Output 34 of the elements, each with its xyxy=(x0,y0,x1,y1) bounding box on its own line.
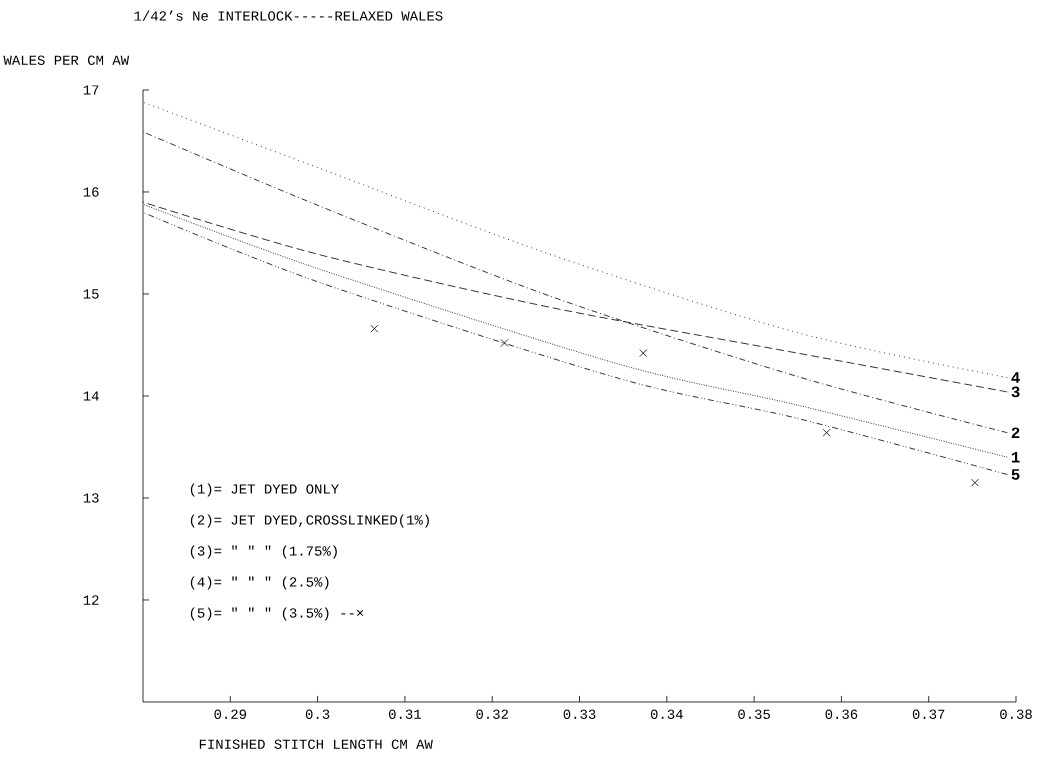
x-tick-label: 0.35 xyxy=(738,709,770,719)
y-tick-label: 12 xyxy=(83,595,99,605)
x-tick-label: 0.33 xyxy=(563,709,596,719)
point xyxy=(639,349,648,358)
y-tick-label: 17 xyxy=(83,85,99,95)
x-tick-label: 0.36 xyxy=(825,709,858,719)
point xyxy=(500,339,509,347)
x-tick-label: 0.31 xyxy=(389,709,421,719)
point xyxy=(822,428,831,437)
y-tick-label: 15 xyxy=(83,289,99,299)
x-tick-label: 0.37 xyxy=(912,709,945,719)
series-label: 2 xyxy=(1011,427,1020,439)
y-tick-label: 14 xyxy=(83,391,99,401)
x-tick-label: 0.3 xyxy=(305,709,330,719)
x-tick-label: 0.29 xyxy=(214,709,247,719)
x-axis-title: FINISHED STITCH LENGTH CM AW xyxy=(199,739,433,749)
annotation: (1)= JET DYED ONLY xyxy=(190,483,339,497)
annotation: (4)= " " " (2.5%) xyxy=(190,576,329,590)
annotation: (5)= " " " (3.5%) --× xyxy=(190,607,364,621)
x-tick-label: 0.34 xyxy=(650,709,683,719)
series-label: 1 xyxy=(1011,451,1020,463)
chart-title: 1/42’s Ne INTERLOCK-----RELAXED WALES xyxy=(134,10,443,21)
annotation: (2)= JET DYED,CROSSLINKED(1%) xyxy=(190,514,429,528)
point xyxy=(370,324,379,333)
x-tick-label: 0.38 xyxy=(1000,709,1032,719)
series-label: 3 xyxy=(1011,386,1020,398)
y-axis-title: WALES PER CM AW xyxy=(3,55,130,65)
series-label: 4 xyxy=(1011,372,1020,383)
annotation: (3)= " " " (1.75%) xyxy=(190,545,337,559)
y-tick-label: 13 xyxy=(83,493,99,503)
point xyxy=(971,478,979,487)
x-tick-label: 0.32 xyxy=(476,709,508,719)
y-tick-label: 16 xyxy=(83,187,99,197)
series-label: 5 xyxy=(1011,469,1020,480)
